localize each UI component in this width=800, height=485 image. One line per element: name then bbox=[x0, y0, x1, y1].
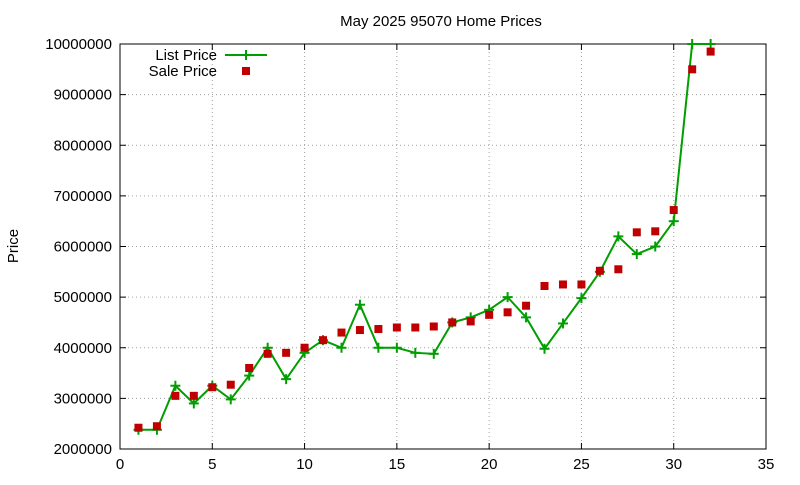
data-point bbox=[558, 280, 567, 289]
data-point bbox=[152, 422, 161, 431]
x-tick-label: 35 bbox=[758, 456, 775, 473]
legend-marker bbox=[242, 67, 250, 75]
data-point bbox=[448, 318, 457, 327]
x-tick-label: 20 bbox=[481, 456, 498, 473]
data-point bbox=[189, 391, 198, 400]
data-point bbox=[354, 299, 365, 310]
legend-label: Sale Price bbox=[149, 63, 217, 80]
data-point bbox=[651, 227, 660, 236]
data-point bbox=[429, 322, 438, 331]
data-point bbox=[631, 249, 642, 260]
data-point bbox=[540, 281, 549, 290]
data-point bbox=[539, 343, 550, 354]
data-point bbox=[632, 228, 641, 237]
axes: 0 5 10 15 20 25 30 35 2000000 3000000 4000000 50000… bbox=[45, 36, 774, 473]
series-layer bbox=[133, 39, 716, 435]
data-point bbox=[650, 241, 661, 252]
data-point bbox=[336, 342, 347, 353]
data-point bbox=[614, 265, 623, 274]
data-point bbox=[503, 308, 512, 317]
x-tick-label: 15 bbox=[389, 456, 406, 473]
x-tick-label: 10 bbox=[296, 456, 313, 473]
data-point bbox=[576, 293, 587, 304]
data-point bbox=[373, 342, 384, 353]
y-tick-label: 9000000 bbox=[54, 87, 112, 104]
data-point bbox=[355, 326, 364, 335]
chart-title: May 2025 95070 Home Prices bbox=[340, 13, 542, 30]
data-point bbox=[225, 394, 236, 405]
data-point bbox=[502, 292, 513, 303]
data-point bbox=[245, 364, 254, 372]
data-point bbox=[392, 323, 401, 332]
y-tick-label: 7000000 bbox=[54, 188, 112, 205]
data-point bbox=[134, 423, 143, 432]
data-point bbox=[263, 349, 272, 358]
series-sale-price bbox=[134, 47, 715, 432]
y-tick-label: 8000000 bbox=[54, 137, 112, 154]
y-tick-label: 6000000 bbox=[54, 239, 112, 256]
y-axis-label: Price bbox=[5, 229, 22, 263]
y-tick-label: 4000000 bbox=[54, 340, 112, 357]
data-point bbox=[428, 348, 439, 359]
data-point bbox=[208, 383, 217, 392]
data-point bbox=[226, 380, 235, 389]
legend-label: List Price bbox=[155, 47, 217, 64]
data-point bbox=[521, 312, 532, 323]
y-tick-label: 5000000 bbox=[54, 289, 112, 306]
data-point bbox=[522, 301, 531, 310]
data-point bbox=[170, 380, 181, 391]
y-tick-label: 3000000 bbox=[54, 390, 112, 407]
data-point bbox=[374, 325, 383, 334]
data-point bbox=[613, 231, 624, 242]
data-point bbox=[485, 310, 494, 319]
x-tick-label: 0 bbox=[116, 456, 124, 473]
data-point bbox=[669, 206, 678, 215]
data-point bbox=[706, 47, 715, 56]
data-point bbox=[337, 328, 346, 337]
data-point bbox=[171, 391, 180, 400]
legend-marker bbox=[241, 50, 251, 60]
y-tick-label: 10000000 bbox=[45, 36, 112, 53]
y-tick-label: 2000000 bbox=[54, 441, 112, 458]
x-tick-label: 5 bbox=[208, 456, 216, 473]
data-point bbox=[300, 343, 309, 352]
x-tick-label: 25 bbox=[573, 456, 590, 473]
data-point bbox=[595, 266, 604, 275]
data-point bbox=[688, 65, 697, 74]
data-point bbox=[668, 216, 679, 227]
data-point bbox=[281, 374, 292, 385]
x-tick-label: 30 bbox=[665, 456, 682, 473]
data-point bbox=[188, 398, 199, 409]
data-point bbox=[557, 318, 568, 329]
data-point bbox=[319, 336, 328, 345]
data-point bbox=[411, 323, 420, 332]
data-point bbox=[577, 280, 586, 289]
data-point bbox=[244, 370, 255, 381]
data-point bbox=[410, 347, 421, 358]
series-line bbox=[138, 43, 711, 431]
data-point bbox=[687, 39, 698, 49]
data-point bbox=[466, 317, 475, 326]
data-point bbox=[282, 348, 291, 357]
data-point bbox=[391, 342, 402, 353]
data-point bbox=[705, 39, 716, 49]
